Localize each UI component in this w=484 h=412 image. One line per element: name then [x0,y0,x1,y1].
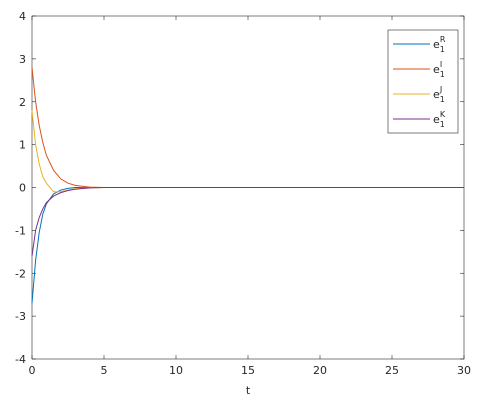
x-tick-label: 10 [169,364,183,377]
y-tick-label: -3 [15,310,26,323]
legend-label: e1K [433,110,446,129]
y-tick-label: -2 [15,267,26,280]
x-tick-label: 30 [457,364,471,377]
y-tick-label: -1 [15,224,26,237]
legend-box [387,29,459,134]
legend-label: e1J [433,85,445,104]
legend-label: e1R [433,35,446,54]
x-tick-label: 0 [29,364,36,377]
x-tick-label: 5 [101,364,108,377]
legend-label: e1I [433,60,445,79]
line [31,187,464,257]
y-tick-label: 4 [19,10,26,23]
y-tick-label: -4 [15,353,26,366]
y-tick-label: 3 [19,53,26,66]
x-tick-label: 25 [385,364,399,377]
x-tick-label: 15 [241,364,255,377]
x-axis-label: t [246,384,251,397]
y-tick-label: 1 [19,139,26,152]
x-tick-label: 20 [313,364,327,377]
y-tick-label: 0 [19,182,26,195]
y-tick-label: 2 [19,96,26,109]
